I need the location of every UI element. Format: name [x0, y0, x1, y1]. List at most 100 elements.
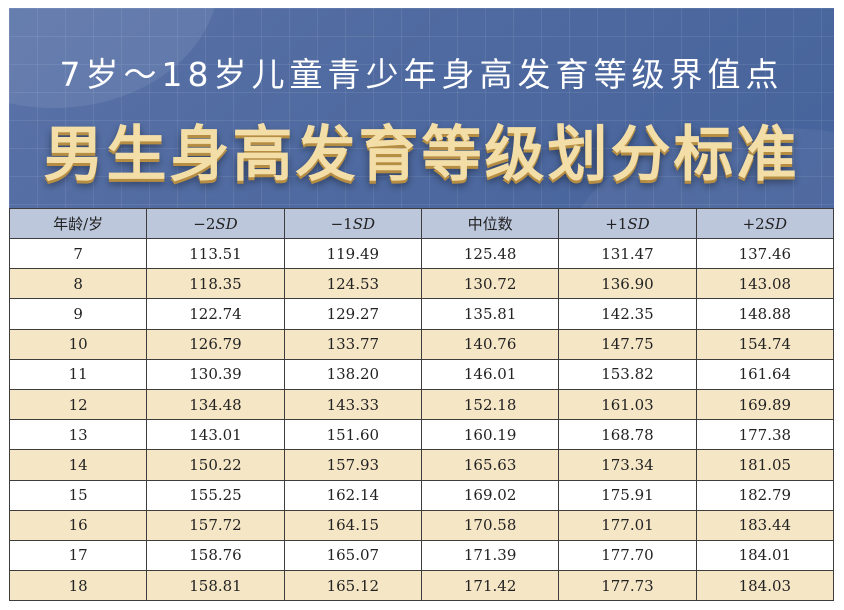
value-cell: 171.42 — [420, 570, 560, 602]
value-cell: 130.72 — [420, 268, 560, 300]
table-row: 11 130.39 138.20 146.01 153.82 161.64 — [8, 358, 835, 390]
age-cell: 7 — [8, 237, 148, 270]
age-cell: 9 — [8, 298, 148, 330]
title-banner: 7岁～18岁儿童青少年身高发育等级界值点 男生身高发育等级划分标准 — [9, 8, 834, 208]
value-cell: 142.35 — [558, 298, 697, 330]
header-sd: SD — [352, 214, 376, 233]
value-cell: 113.51 — [146, 237, 285, 270]
value-cell: 148.88 — [695, 298, 835, 330]
age-cell: 10 — [8, 328, 148, 360]
header-label: 中位数 — [467, 215, 513, 233]
value-cell: 175.91 — [558, 479, 697, 511]
value-cell: 118.35 — [146, 268, 285, 300]
value-cell: 153.82 — [558, 358, 697, 390]
value-cell: 147.75 — [558, 328, 697, 360]
value-cell: 154.74 — [695, 328, 835, 360]
value-cell: 125.48 — [420, 237, 560, 270]
header-label: −1 — [330, 214, 353, 233]
value-cell: 140.76 — [420, 328, 560, 360]
age-cell: 17 — [8, 539, 148, 572]
table-row: 10 126.79 133.77 140.76 147.75 154.74 — [8, 328, 835, 360]
value-cell: 177.01 — [558, 509, 697, 541]
header-cell-minus1sd: −1SD — [283, 208, 422, 239]
table-row: 14 150.22 157.93 165.63 173.34 181.05 — [8, 449, 835, 481]
value-cell: 177.73 — [558, 570, 697, 602]
age-cell: 8 — [8, 268, 148, 300]
table-row: 15 155.25 162.14 169.02 175.91 182.79 — [8, 479, 835, 511]
age-cell: 16 — [8, 509, 148, 541]
value-cell: 171.39 — [420, 539, 560, 572]
header-sd: SD — [764, 214, 788, 233]
header-cell-minus2sd: −2SD — [146, 208, 285, 239]
value-cell: 162.14 — [283, 479, 422, 511]
value-cell: 183.44 — [695, 509, 835, 541]
value-cell: 143.01 — [146, 419, 285, 451]
age-cell: 11 — [8, 358, 148, 390]
value-cell: 165.12 — [283, 570, 422, 602]
value-cell: 173.34 — [558, 449, 697, 481]
header-cell-plus2sd: +2SD — [695, 208, 835, 239]
value-cell: 124.53 — [283, 268, 422, 300]
banner-grid-pattern — [9, 8, 834, 208]
header-cell-median: 中位数 — [420, 208, 560, 239]
value-cell: 138.20 — [283, 358, 422, 390]
banner-subtitle: 7岁～18岁儿童青少年身高发育等级界值点 — [59, 55, 784, 94]
table-row: 8 118.35 124.53 130.72 136.90 143.08 — [8, 268, 835, 300]
age-cell: 15 — [8, 479, 148, 511]
value-cell: 160.19 — [420, 419, 560, 451]
value-cell: 146.01 — [420, 358, 560, 390]
header-sd: SD — [215, 214, 238, 233]
table-row: 18 158.81 165.12 171.42 177.73 184.03 — [8, 570, 835, 602]
header-cell-age: 年龄/岁 — [8, 208, 148, 239]
value-cell: 155.25 — [146, 479, 285, 511]
table-row: 13 143.01 151.60 160.19 168.78 177.38 — [8, 419, 835, 451]
table-row: 9 122.74 129.27 135.81 142.35 148.88 — [8, 298, 835, 330]
value-cell: 177.38 — [695, 419, 835, 451]
value-cell: 181.05 — [695, 449, 835, 481]
value-cell: 158.81 — [146, 570, 285, 602]
value-cell: 152.18 — [420, 388, 560, 421]
value-cell: 157.93 — [283, 449, 422, 481]
value-cell: 161.03 — [558, 388, 697, 421]
value-cell: 169.89 — [695, 388, 835, 421]
header-label: +2 — [742, 214, 765, 233]
header-label: −2 — [193, 214, 216, 233]
value-cell: 151.60 — [283, 419, 422, 451]
value-cell: 170.58 — [420, 509, 560, 541]
table-row: 7 113.51 119.49 125.48 131.47 137.46 — [8, 237, 835, 270]
value-cell: 136.90 — [558, 268, 697, 300]
age-cell: 14 — [8, 449, 148, 481]
value-cell: 143.08 — [695, 268, 835, 300]
value-cell: 135.81 — [420, 298, 560, 330]
table-row: 16 157.72 164.15 170.58 177.01 183.44 — [8, 509, 835, 541]
banner-title: 男生身高发育等级划分标准 — [43, 120, 800, 190]
table-header-row: 年龄/岁 −2SD −1SD 中位数 +1SD +2SD — [8, 208, 835, 239]
value-cell: 164.15 — [283, 509, 422, 541]
value-cell: 169.02 — [420, 479, 560, 511]
value-cell: 119.49 — [283, 237, 422, 270]
value-cell: 184.01 — [695, 539, 835, 572]
value-cell: 126.79 — [146, 328, 285, 360]
value-cell: 129.27 — [283, 298, 422, 330]
header-sd: SD — [627, 214, 650, 233]
value-cell: 177.70 — [558, 539, 697, 572]
value-cell: 133.77 — [283, 328, 422, 360]
value-cell: 150.22 — [146, 449, 285, 481]
age-cell: 12 — [8, 388, 148, 421]
value-cell: 137.46 — [695, 237, 835, 270]
value-cell: 165.63 — [420, 449, 560, 481]
value-cell: 184.03 — [695, 570, 835, 602]
header-label: 年龄/岁 — [53, 215, 104, 233]
value-cell: 130.39 — [146, 358, 285, 390]
value-cell: 157.72 — [146, 509, 285, 541]
value-cell: 182.79 — [695, 479, 835, 511]
header-label: +1 — [605, 214, 628, 233]
value-cell: 143.33 — [283, 388, 422, 421]
table-row: 17 158.76 165.07 171.39 177.70 184.01 — [8, 539, 835, 572]
height-standard-table: 年龄/岁 −2SD −1SD 中位数 +1SD +2SD 7 113.51 119.… — [8, 208, 835, 602]
table-row: 12 134.48 143.33 152.18 161.03 169.89 — [8, 388, 835, 421]
value-cell: 161.64 — [695, 358, 835, 390]
value-cell: 158.76 — [146, 539, 285, 572]
age-cell: 18 — [8, 570, 148, 602]
value-cell: 122.74 — [146, 298, 285, 330]
